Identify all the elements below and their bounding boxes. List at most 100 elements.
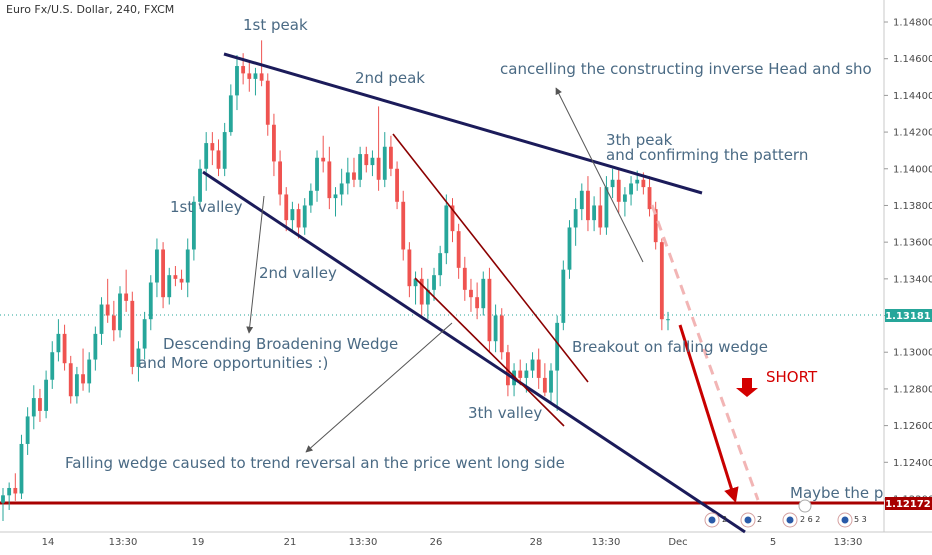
candle-body <box>228 95 233 133</box>
candle-body <box>68 363 73 397</box>
candle <box>38 388 42 422</box>
candle <box>253 67 258 96</box>
candle <box>395 161 399 210</box>
candle <box>105 278 110 323</box>
price-axis: 1.14800 1.14600 1.14400 1.14200 1.14000 1.138… <box>884 18 932 505</box>
label-falling-wedge: Falling wedge caused to trend reversal a… <box>65 454 565 472</box>
candle-body <box>173 275 178 279</box>
candle-body <box>265 80 270 125</box>
time-axis: 14 13:30 19 21 13:30 26 28 13:30 Dec 5 13:30 <box>42 537 863 548</box>
candle-body <box>333 194 338 199</box>
candle-body <box>567 227 572 270</box>
candle <box>247 62 252 92</box>
price-tick-label: 1.12400 <box>893 458 932 469</box>
candle-body <box>450 205 455 232</box>
candle-body <box>579 190 584 210</box>
candle <box>155 238 159 298</box>
candle-body <box>87 359 92 384</box>
time-tick-label: 13:30 <box>834 537 863 548</box>
candle <box>530 352 535 378</box>
candle <box>44 370 49 419</box>
candle-body <box>407 249 412 287</box>
candle-body <box>155 249 159 283</box>
candle <box>438 245 443 287</box>
candle <box>413 271 418 305</box>
event-count: 2 6 2 <box>800 515 820 524</box>
candle <box>345 157 350 195</box>
event-marker[interactable]: 2 <box>740 512 762 528</box>
candle-body <box>235 66 239 96</box>
time-tick-label: 28 <box>530 537 543 548</box>
candle <box>216 139 221 177</box>
candle-body <box>1 495 5 503</box>
time-tick-label: 14 <box>42 537 55 548</box>
candle-body <box>469 289 473 298</box>
candle-body <box>505 352 510 386</box>
candle-body <box>253 73 258 79</box>
candle <box>321 135 326 173</box>
price-tick-label: 1.13400 <box>893 274 932 285</box>
candle-body <box>382 146 387 180</box>
candle-body <box>124 293 129 301</box>
candle-body <box>352 172 356 180</box>
candle <box>1 487 5 521</box>
candle-body <box>191 201 196 250</box>
price-tick-label: 1.13000 <box>893 348 932 359</box>
candle <box>444 194 449 265</box>
label-2nd-peak: 2nd peak <box>355 69 425 87</box>
candle <box>204 132 209 191</box>
candle-body <box>647 187 652 210</box>
candle-body <box>339 183 344 195</box>
candle <box>290 201 295 233</box>
wedge-lower-line <box>202 170 746 534</box>
candle-body <box>616 179 621 202</box>
candle <box>573 198 578 246</box>
event-marker[interactable]: 5 3 <box>837 512 867 528</box>
candle-body <box>376 157 381 180</box>
candle <box>130 291 135 375</box>
candle <box>389 135 393 177</box>
event-count: 2 <box>722 515 727 524</box>
event-marker[interactable]: 2 <box>704 512 727 528</box>
candle-body <box>161 249 166 298</box>
candle-body <box>432 275 436 290</box>
candle-body <box>610 179 615 188</box>
candle <box>364 146 369 173</box>
candle-body <box>74 374 79 397</box>
projection-dashed <box>650 204 760 501</box>
candle <box>81 348 85 391</box>
candle <box>68 355 73 404</box>
candle-body <box>327 161 332 199</box>
candle <box>222 122 227 177</box>
candle-body <box>536 359 541 378</box>
candle <box>118 286 122 338</box>
candle <box>425 278 430 320</box>
candle <box>462 256 467 301</box>
candle-body <box>50 352 55 380</box>
label-cancel: cancelling the constructing inverse Head… <box>500 60 872 78</box>
candle-body <box>198 168 202 202</box>
candle-body <box>604 187 609 228</box>
candle-body <box>111 315 116 331</box>
candle-body <box>413 278 418 287</box>
candle <box>265 73 270 136</box>
candle <box>272 113 276 177</box>
time-tick-label: 5 <box>770 537 776 548</box>
candle <box>579 183 584 221</box>
candle <box>315 150 319 202</box>
candle <box>616 168 621 213</box>
candle-body <box>7 487 12 496</box>
candle <box>327 146 332 210</box>
candle <box>124 269 129 312</box>
candle <box>198 159 202 210</box>
short-arrow-icon <box>736 378 758 397</box>
candle <box>142 311 147 360</box>
candle <box>352 157 356 188</box>
candle <box>493 304 498 353</box>
candle <box>302 198 307 235</box>
label-short: SHORT <box>766 368 818 386</box>
candle-body <box>93 333 98 360</box>
event-marker[interactable]: 2 6 2 <box>782 499 820 528</box>
